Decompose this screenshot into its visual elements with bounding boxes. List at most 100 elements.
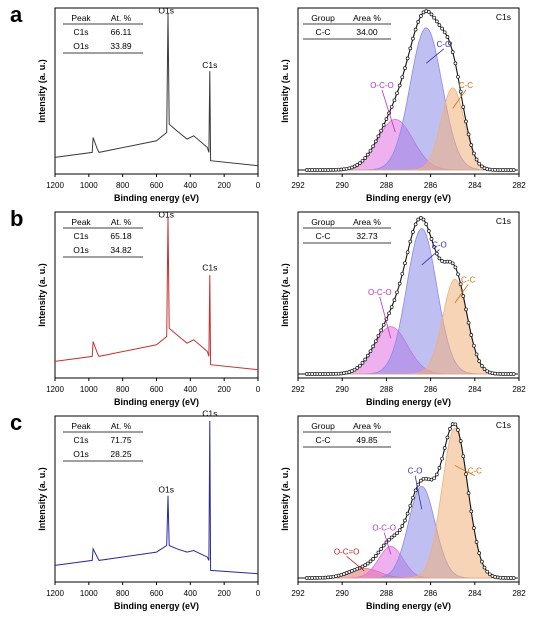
c1s-data-point [421,217,426,222]
c1s-data-point [392,298,397,302]
survey-tick-label: 400 [184,385,198,394]
survey-tick-label: 600 [150,181,164,190]
survey-table-header: At. % [111,217,132,227]
survey-xlabel: Binding energy (eV) [114,601,199,611]
survey-table-header: At. % [111,421,132,431]
survey-series-line [54,420,259,575]
c1s-data-point [434,19,439,24]
c1s-table-cell: 49.85 [356,435,378,445]
c1s-data-point [387,311,391,316]
survey-table-cell: O1s [73,245,89,255]
c1s-tick-label: 292 [291,385,305,394]
c1s-ylabel: Intensity (a. u.) [280,263,290,327]
survey-tick-label: 1000 [80,181,98,190]
c1s-data-point [461,105,466,109]
c1s-title: C1s [496,12,511,22]
panel-a: a 1200 1000 800 600 400 200 0 Binding energy (eV… [10,2,526,203]
c1s-data-point [511,576,516,580]
survey-tick-label: 1000 [80,385,98,394]
c1s-tick-label: 292 [291,181,305,190]
c1s-data-point [405,511,410,516]
c1s-data-point [381,543,386,548]
c1s-data-point [400,271,405,276]
panel-letter: b [10,206,23,231]
c1s-data-point [477,551,482,555]
c1s-data-point [363,357,368,362]
c1s-data-point [482,565,487,570]
c1s-peak-arrow [379,296,392,339]
survey-table-cell: 65.18 [110,231,132,241]
survey-tick-label: 800 [116,181,130,190]
survey-tick-label: 1200 [46,385,64,394]
c1s-tick-label: 292 [291,589,305,598]
survey-tick-label: 200 [217,385,231,394]
c1s-peak-label: C-C [459,81,473,90]
c1s-data-point [456,74,460,79]
c1s-tick-label: 286 [424,589,438,598]
c1s-peak-arrow [452,89,467,109]
c1s-data-point [480,364,484,368]
c1s-data-point [411,495,415,500]
c1s-data-point [403,518,407,523]
c1s-data-point [511,372,516,376]
c1s-data-point [464,472,468,476]
survey-table-cell: 28.25 [110,449,132,459]
survey-peak-label: C1s [202,408,217,418]
c1s-data-point [365,561,370,566]
c1s-data-point [419,216,423,220]
c1s-peak-arrow [425,48,445,64]
c1s-tick-label: 290 [336,385,350,394]
c1s-peak-label: O-C-O [370,81,394,90]
survey-peak-label: O1s [158,209,174,219]
c1s-table-header: Area % [353,421,381,431]
c1s-data-point [379,328,383,333]
c1s-data-point [373,554,378,558]
c1s-data-point [419,14,423,18]
c1s-data-point [472,526,476,530]
c1s-peak-c-o [298,27,519,171]
survey-ylabel: Intensity (a. u.) [37,263,47,327]
c1s-data-point [469,509,474,514]
c1s-data-point [373,139,378,144]
survey-tick-label: 400 [184,181,198,190]
c1s-data-point [432,245,436,249]
c1s-data-point [472,151,476,156]
survey-xlabel: Binding energy (eV) [114,193,199,203]
c1s-table-header: Group [311,421,335,431]
c1s-data-point [424,222,429,226]
c1s-peak-arrow [454,284,469,304]
c1s-table-header: Area % [353,13,381,23]
c1s-tick-label: 282 [512,589,526,598]
c1s-data-point [397,528,402,533]
c1s-data-point [368,559,373,564]
c1s-data-point [355,366,360,370]
c1s-tick-label: 290 [336,181,350,190]
c1s-data-point [408,503,413,508]
c1s-data-point [387,537,391,542]
c1s-data-point [469,333,474,337]
survey-tick-label: 0 [256,385,261,394]
c1s-frame [297,211,520,379]
c1s-table-cell: C-C [315,27,330,37]
c1s-data-point [381,322,386,327]
c1s-data-point [474,352,479,357]
c1s-data-point [379,128,383,133]
c1s-data-point [360,158,365,163]
c1s-data-point [466,320,471,325]
c1s-table-cell: C-C [315,231,330,241]
c1s-data-point [450,261,455,266]
survey-ylabel: Intensity (a. u.) [37,467,47,531]
panel-letter: c [10,410,22,435]
c1s-peak-label: C-O [408,467,423,476]
c1s-data-point [445,435,450,440]
c1s-data-point [389,535,394,540]
c1s-data-point [411,230,415,234]
c1s-data-point [363,156,368,160]
c1s-data-point [376,550,381,555]
c1s-data-point [442,30,447,35]
survey-peak-label: C1s [202,262,217,272]
c1s-data-point [464,307,468,312]
c1s-peak-arrow [414,475,423,510]
c1s-tick-label: 284 [468,385,482,394]
c1s-peak-label: O-C-O [372,524,396,533]
